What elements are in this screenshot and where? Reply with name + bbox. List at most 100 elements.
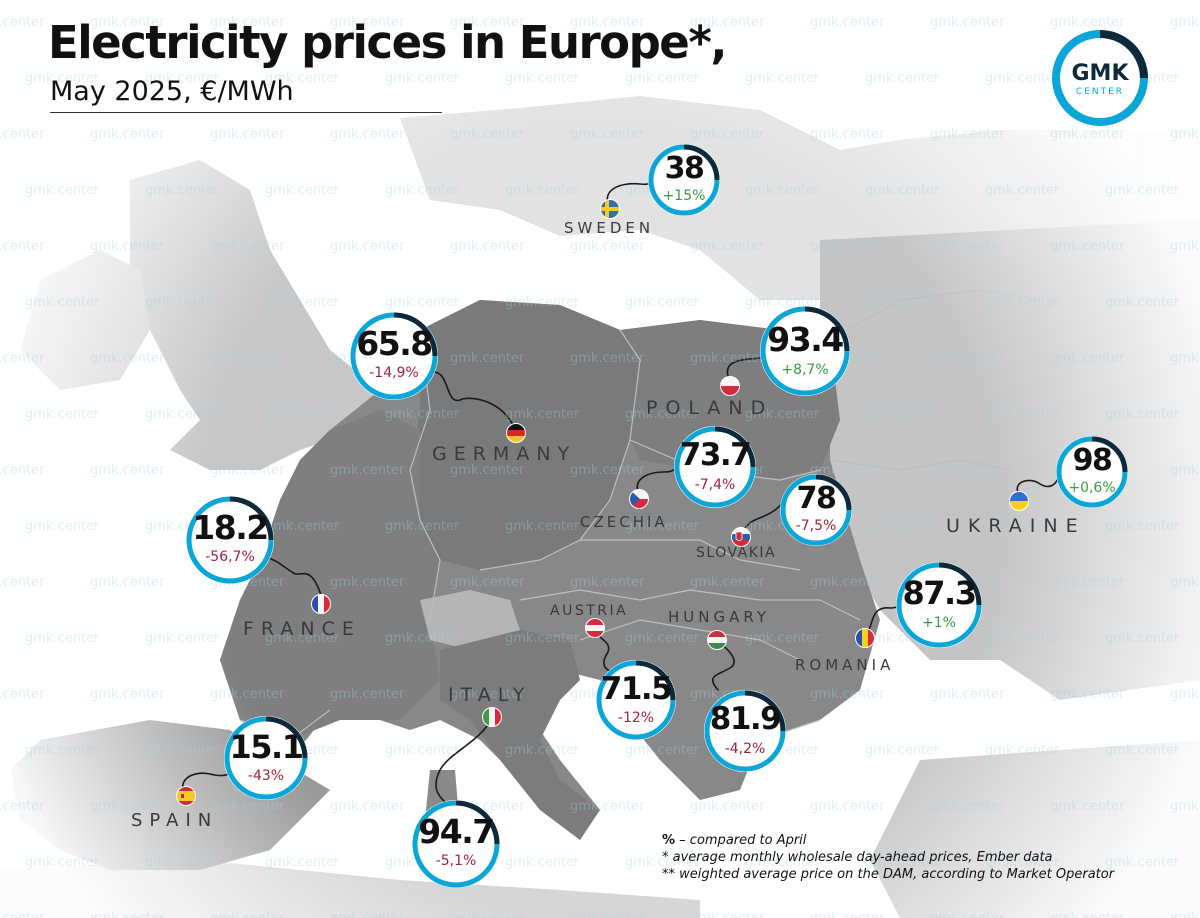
watermark-text: gmk.center — [505, 743, 580, 758]
watermark-text: gmk.center — [90, 911, 165, 918]
watermark-text: gmk.center — [265, 183, 340, 198]
watermark-text: gmk.center — [505, 71, 580, 86]
price-ring — [186, 496, 274, 584]
price-ring — [896, 562, 982, 648]
watermark-text: gmk.center — [265, 71, 340, 86]
watermark-text: gmk.center — [745, 183, 820, 198]
watermark-text: gmk.center — [1170, 911, 1200, 918]
watermark-text: gmk.center — [1170, 687, 1200, 702]
price-value: 93.4 — [767, 320, 844, 359]
watermark-text: gmk.center — [330, 239, 405, 254]
watermark-text: gmk.center — [810, 687, 885, 702]
watermark-text: gmk.center — [385, 295, 460, 310]
connector-hungary — [712, 641, 735, 691]
price-ring — [780, 474, 852, 546]
watermark-text: gmk.center — [930, 239, 1005, 254]
price-ring — [674, 426, 756, 508]
watermark-text: gmk.center — [25, 631, 100, 646]
watermark-text: gmk.center — [385, 519, 460, 534]
connector-germany — [431, 371, 517, 433]
watermark-text: gmk.center — [570, 15, 645, 30]
watermark-text: gmk.center — [25, 855, 100, 870]
watermark-text: gmk.center — [1170, 127, 1200, 142]
label-italy: ITALY — [448, 684, 532, 706]
watermark-text: gmk.center — [930, 15, 1005, 30]
watermark-text: gmk.center — [90, 351, 165, 366]
france-flag-icon — [311, 594, 331, 614]
price-value: 87.3 — [902, 574, 977, 612]
price-ring — [648, 144, 720, 216]
watermark-text: gmk.center — [930, 799, 1005, 814]
watermark-text: gmk.center — [145, 743, 220, 758]
price-badge-hungary: 81.9 -4,2% — [704, 690, 786, 772]
watermark-text: gmk.center — [330, 799, 405, 814]
watermark-text: gmk.center — [690, 239, 765, 254]
watermark-text: gmk.center — [1105, 855, 1180, 870]
watermark-text: gmk.center — [505, 183, 580, 198]
watermark-text: gmk.center — [265, 631, 340, 646]
watermark-text: gmk.center — [210, 799, 285, 814]
watermark-text: gmk.center — [865, 519, 940, 534]
watermark-text: gmk.center — [385, 407, 460, 422]
price-ring — [760, 306, 850, 396]
watermark-text: gmk.center — [330, 15, 405, 30]
watermark-text: gmk.center — [25, 183, 100, 198]
price-change: -12% — [617, 710, 655, 726]
price-badge-spain: 15.1 -43% — [224, 716, 308, 800]
watermark-text: gmk.center — [0, 687, 45, 702]
price-badge-poland: 93.4 +8,7% — [760, 306, 850, 396]
watermark-text: gmk.center — [985, 855, 1060, 870]
watermark-text: gmk.center — [450, 463, 525, 478]
watermark-text: gmk.center — [625, 631, 700, 646]
watermark-text: gmk.center — [810, 15, 885, 30]
watermark-text: gmk.center — [330, 127, 405, 142]
hungary-flag-icon — [707, 630, 727, 650]
price-change: -14,9% — [369, 365, 419, 381]
price-badge-italy: 94.7 -5,1% — [412, 800, 500, 888]
watermark-text: gmk.center — [90, 799, 165, 814]
watermark-text: gmk.center — [450, 575, 525, 590]
price-ring — [596, 660, 676, 740]
price-badge-france: 18.2 -56,7% — [186, 496, 274, 584]
watermark-text: gmk.center — [90, 575, 165, 590]
watermark-text: gmk.center — [865, 743, 940, 758]
watermark-text: gmk.center — [0, 351, 45, 366]
footnote-percent-mark: % — [662, 833, 676, 848]
watermark-text: gmk.center — [930, 463, 1005, 478]
price-ring — [224, 716, 308, 800]
watermark-text: gmk.center — [0, 463, 45, 478]
price-change: +1% — [922, 615, 956, 631]
watermark-text: gmk.center — [1105, 743, 1180, 758]
watermark-text: gmk.center — [865, 183, 940, 198]
watermark-text: gmk.center — [985, 71, 1060, 86]
watermark-text: gmk.center — [810, 911, 885, 918]
watermark-text: gmk.center — [985, 407, 1060, 422]
price-change: -7,5% — [795, 518, 837, 534]
watermark-text: gmk.center — [90, 127, 165, 142]
footnote-weighted: ** weighted average price on the DAM, ac… — [662, 867, 1115, 882]
watermark-text: gmk.center — [1170, 239, 1200, 254]
watermark-text: gmk.center — [865, 71, 940, 86]
watermark-text: gmk.center — [1105, 631, 1180, 646]
gmk-center-logo: GMK CENTER — [1052, 30, 1148, 126]
label-sweden: SWEDEN — [564, 219, 655, 237]
watermark-text: gmk.center — [690, 15, 765, 30]
price-change: -43% — [247, 768, 285, 784]
price-ring — [704, 690, 786, 772]
price-value: 73.7 — [679, 437, 752, 473]
price-change: -4,2% — [724, 741, 766, 757]
watermark-text: gmk.center — [210, 351, 285, 366]
watermark-text: gmk.center — [1170, 799, 1200, 814]
watermark-text: gmk.center — [25, 407, 100, 422]
page-subtitle: May 2025, €/MWh — [50, 76, 294, 107]
czechia-flag-icon — [629, 489, 649, 509]
watermark-text: gmk.center — [25, 519, 100, 534]
watermark-text: gmk.center — [690, 127, 765, 142]
watermark-text: gmk.center — [1050, 799, 1125, 814]
watermark-text: gmk.center — [1050, 575, 1125, 590]
watermark-text: gmk.center — [625, 407, 700, 422]
watermark-text: gmk.center — [385, 71, 460, 86]
austria-flag-icon — [585, 618, 605, 638]
